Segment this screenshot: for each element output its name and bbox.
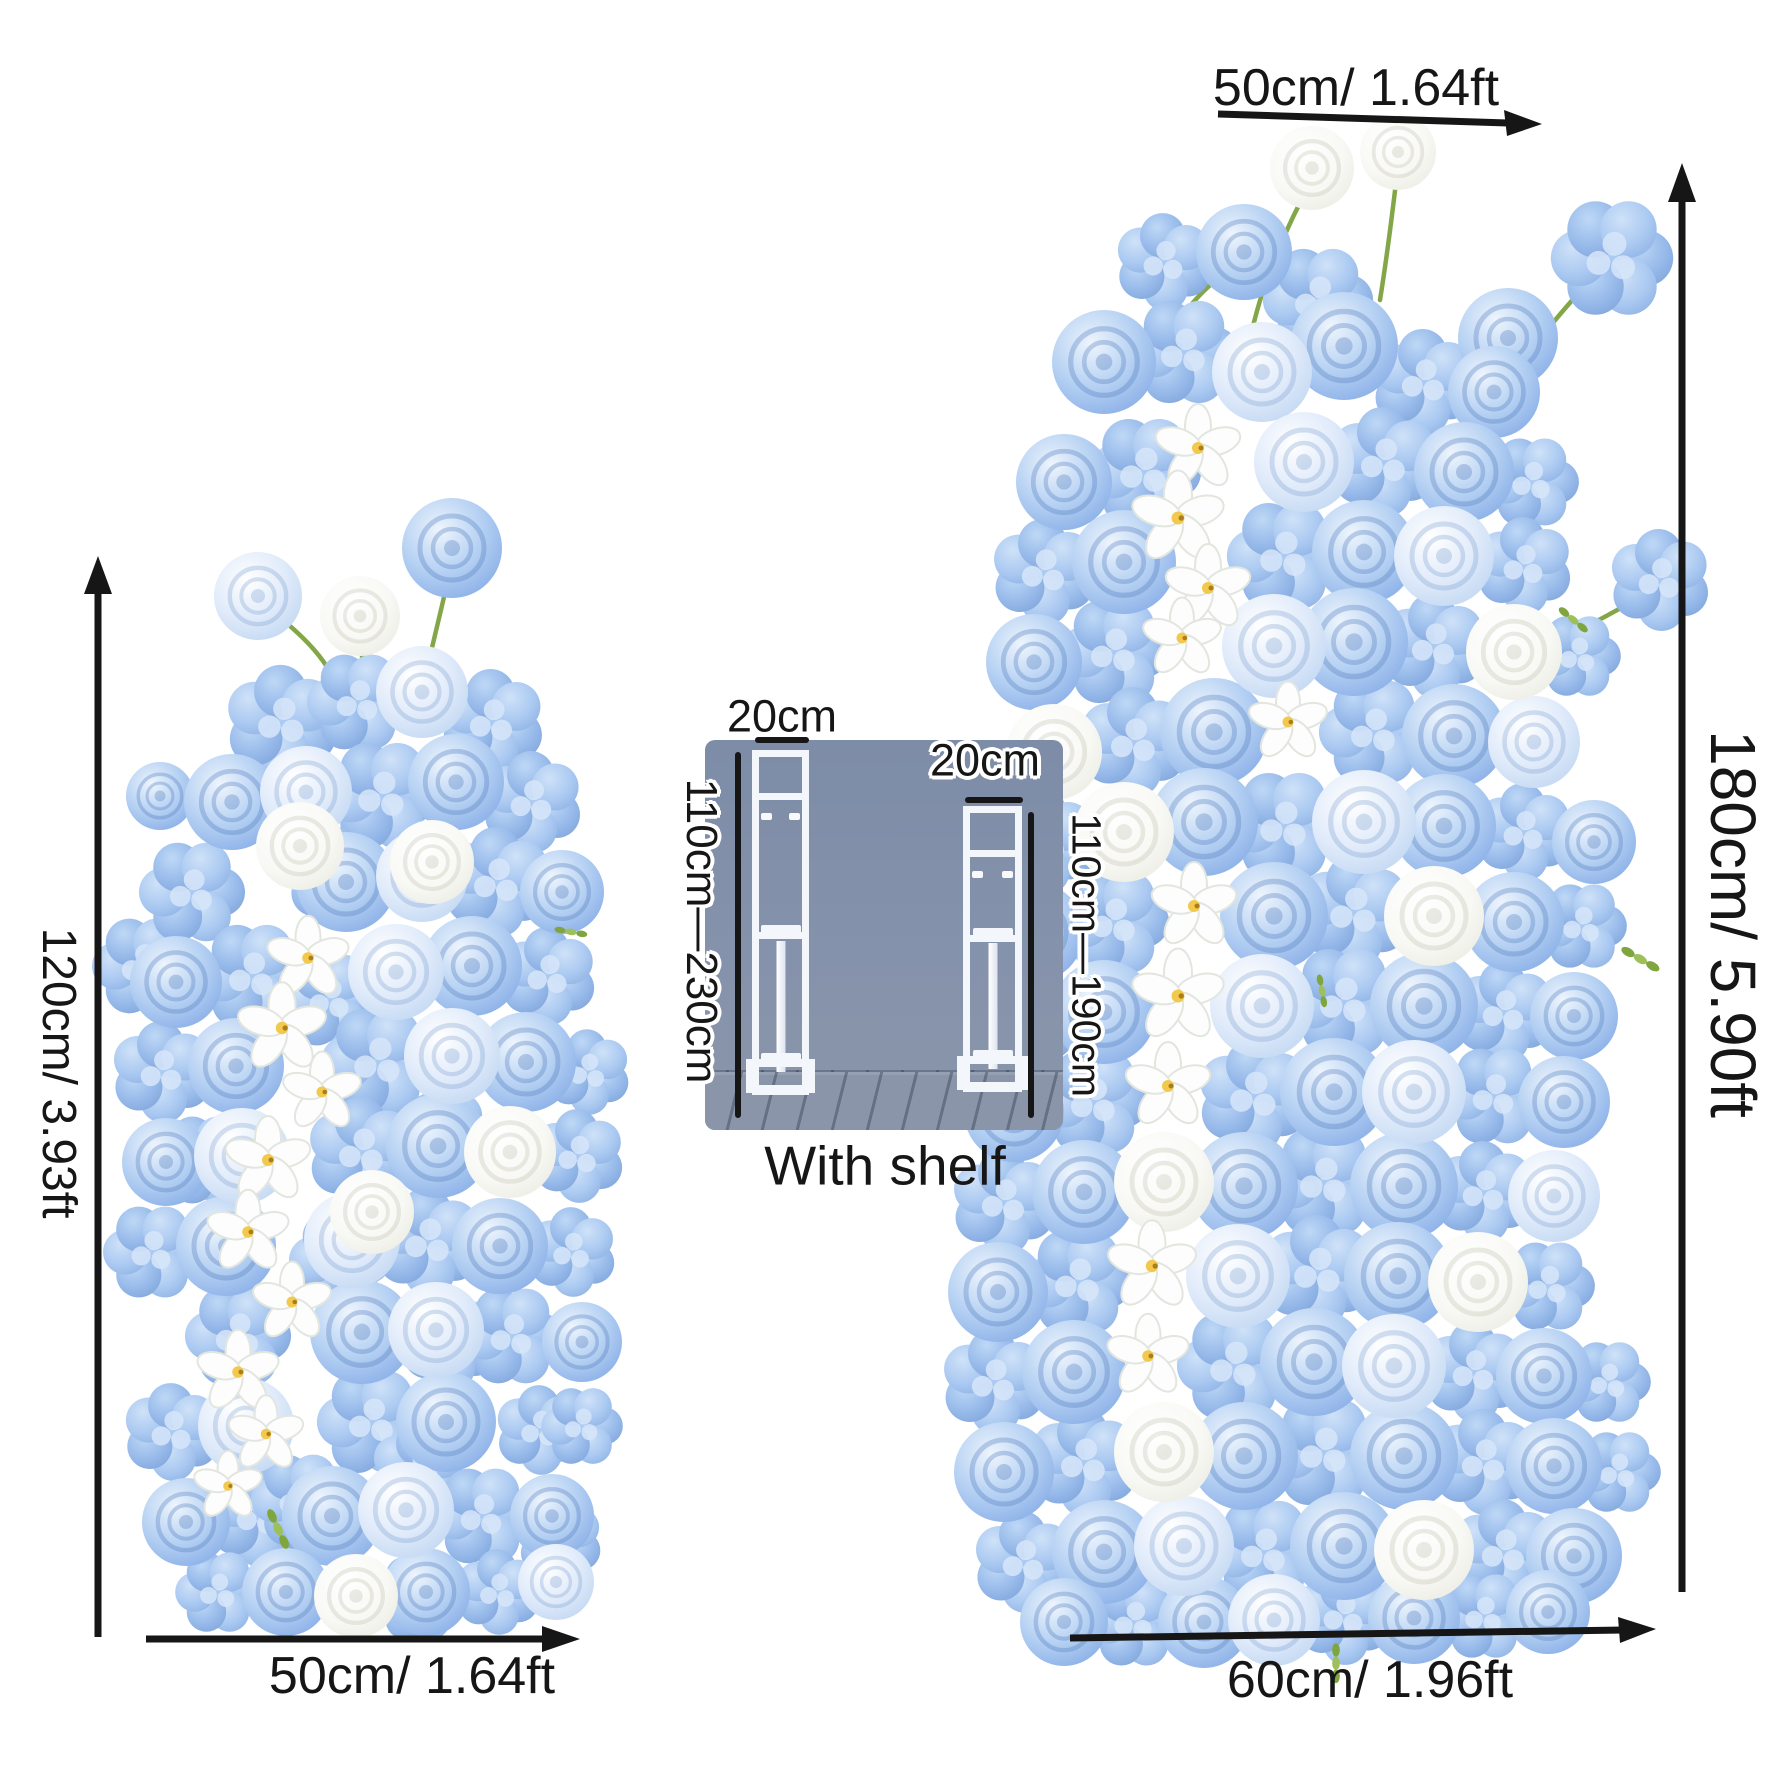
- left-height-arrow: [84, 556, 112, 1637]
- right-height-label: 180cm/ 5.90ft: [1697, 730, 1769, 1118]
- left-stand-height-line: [735, 752, 741, 1118]
- right-stand-height-line: [1028, 812, 1034, 1118]
- right-shelf-stand: [957, 806, 1028, 1092]
- left-stand-width-label: 20cm: [726, 690, 838, 742]
- left-stand-width-line: [755, 737, 809, 743]
- right-stand-width-line: [965, 797, 1023, 803]
- left-stand-height-label: 110cm—230cm: [677, 778, 726, 1084]
- right-bottom-width-arrow: [1069, 1617, 1656, 1643]
- right-stand-height-label: 110cm—190cm: [1063, 812, 1110, 1098]
- left-width-label: 50cm/ 1.64ft: [268, 1647, 556, 1705]
- left-shelf-stand: [746, 750, 815, 1095]
- left-flower-column-image: [92, 498, 629, 1640]
- left-height-label: 120cm/ 3.93ft: [32, 927, 85, 1219]
- inset-caption: With shelf: [764, 1134, 1006, 1197]
- right-top-width-label: 50cm/ 1.64ft: [1212, 59, 1500, 117]
- right-bottom-width-label: 60cm/ 1.96ft: [1226, 1651, 1514, 1709]
- inset-photo: [705, 740, 1063, 1130]
- inset-floor: [705, 1070, 1063, 1130]
- right-stand-width-label: 20cm: [929, 734, 1041, 786]
- right-height-arrow: [1668, 163, 1696, 1592]
